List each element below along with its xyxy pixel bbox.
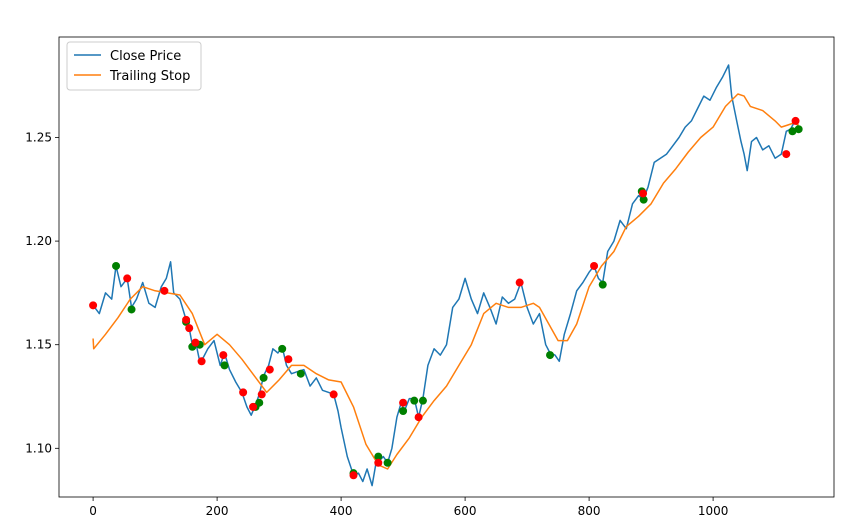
- x-tick-label: 0: [89, 504, 97, 518]
- sell-marker: [249, 402, 258, 411]
- marker-layer: [89, 116, 803, 480]
- sell-marker: [399, 398, 408, 407]
- buy-marker: [410, 396, 419, 405]
- y-axis: 1.10 1.15 1.20 1.25: [25, 130, 59, 455]
- sell-marker: [329, 390, 338, 399]
- buy-marker: [127, 305, 136, 314]
- buy-marker: [794, 125, 803, 134]
- legend-close-label: Close Price: [110, 49, 181, 64]
- sell-marker: [349, 471, 358, 480]
- sell-marker: [197, 357, 206, 366]
- sell-marker: [160, 286, 169, 295]
- buy-marker: [418, 396, 427, 405]
- legend-box: [66, 41, 202, 91]
- sell-marker: [590, 261, 599, 270]
- legend-stop-label: Trailing Stop: [109, 69, 190, 84]
- plot-area: [58, 36, 835, 498]
- buy-marker: [259, 373, 268, 382]
- buy-marker: [374, 452, 383, 461]
- y-tick-label: 1.25: [25, 130, 52, 144]
- buy-marker: [639, 195, 648, 204]
- legend: Close Price Trailing Stop: [66, 41, 202, 91]
- buy-marker: [278, 344, 287, 353]
- buy-marker: [296, 369, 305, 378]
- buy-marker: [112, 261, 121, 270]
- sell-marker: [414, 413, 423, 422]
- axes-frame: [58, 36, 835, 498]
- buy-marker: [399, 407, 408, 416]
- sell-marker: [639, 189, 648, 198]
- y-tick-label: 1.10: [25, 441, 52, 455]
- sell-marker: [185, 324, 194, 333]
- buy-marker: [255, 398, 264, 407]
- sell-marker: [191, 338, 200, 347]
- sell-marker: [265, 365, 274, 374]
- sell-marker: [219, 351, 228, 360]
- x-tick-label: 800: [578, 504, 601, 518]
- sell-marker: [182, 315, 191, 324]
- trailing-stop-line: [92, 93, 799, 470]
- sell-marker: [89, 301, 98, 310]
- buy-marker: [383, 458, 392, 467]
- y-tick-label: 1.20: [25, 234, 52, 248]
- x-tick-label: 1000: [698, 504, 729, 518]
- sell-marker: [123, 274, 132, 283]
- x-tick-label: 600: [454, 504, 477, 518]
- buy-marker: [598, 280, 607, 289]
- buy-marker: [788, 127, 797, 136]
- x-tick-label: 400: [330, 504, 353, 518]
- y-tick-label: 1.15: [25, 338, 52, 352]
- buy-marker: [546, 351, 555, 360]
- buy-marker: [220, 361, 229, 370]
- x-tick-label: 200: [206, 504, 229, 518]
- sell-marker: [257, 390, 266, 399]
- sell-marker: [284, 355, 293, 364]
- sell-marker: [791, 116, 800, 125]
- x-axis: 0 200 400 600 800 1000: [89, 497, 728, 518]
- sell-marker: [239, 388, 248, 397]
- axes-background: [59, 37, 834, 497]
- sell-marker: [782, 150, 791, 159]
- sell-marker: [515, 278, 524, 287]
- sell-marker: [374, 458, 383, 467]
